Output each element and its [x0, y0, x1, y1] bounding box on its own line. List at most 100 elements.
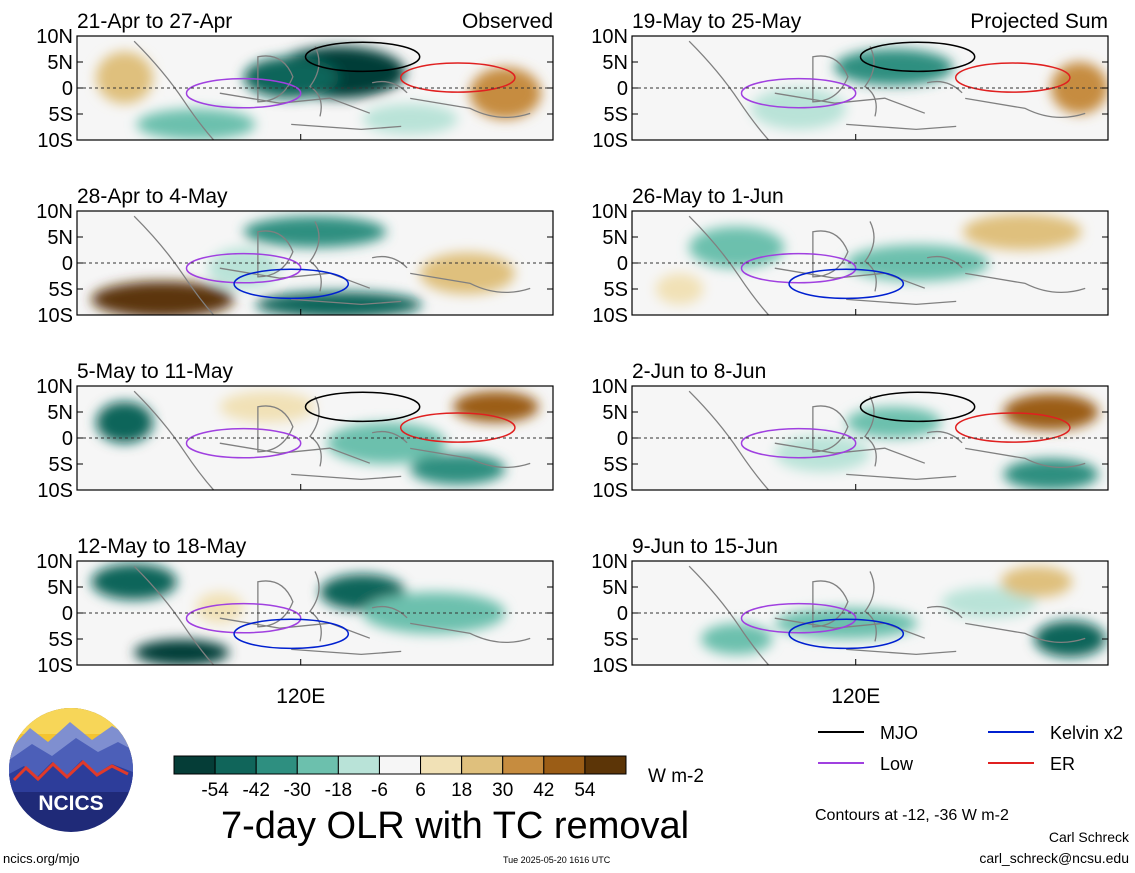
y-tick-label: 10S [592, 130, 628, 152]
y-tick-label: 5N [47, 52, 73, 74]
panel-period: 9-Jun to 15-Jun [632, 535, 778, 558]
contour-line [788, 268, 905, 300]
olr-anomaly-area [655, 273, 704, 305]
colorbar: -54 -42 -30 -18 -6 6 18 30 42 54 [173, 755, 627, 801]
olr-anomaly-area [962, 213, 1082, 250]
colorbar-units: W m-2 [648, 766, 704, 787]
olr-anomaly-area [134, 639, 230, 665]
y-tick-label: 10S [592, 655, 628, 677]
olr-anomaly-area [91, 563, 177, 600]
olr-anomaly-area [96, 51, 154, 104]
coastline [133, 565, 531, 665]
contour-line [399, 412, 516, 443]
y-tick-label: 10N [591, 376, 628, 398]
y-tick-label: 10N [591, 201, 628, 223]
y-tick-label: 10S [37, 480, 73, 502]
olr-anomaly-area [362, 103, 458, 135]
legend-label: Kelvin x2 [1050, 723, 1123, 743]
olr-anomaly-area [196, 592, 244, 624]
olr-anomaly-area [834, 48, 954, 86]
y-tick-label: 10N [591, 551, 628, 573]
colorbar-swatch [337, 755, 380, 775]
colorbar-swatch [420, 755, 463, 775]
olr-anomaly-area [410, 453, 506, 485]
panel-period: 26-May to 1-Jun [632, 185, 784, 208]
colorbar-label: 30 [492, 780, 513, 801]
olr-anomaly-area [941, 587, 1037, 619]
y-tick-label: 5N [47, 577, 73, 599]
contour-line [740, 602, 857, 634]
olr-anomaly-area [219, 391, 315, 423]
y-tick-label: 0 [62, 78, 73, 100]
colorbar-label: -54 [201, 780, 229, 801]
coastline [133, 390, 531, 490]
footer-url[interactable]: ncics.org/mjo [3, 851, 80, 866]
y-tick-label: 5S [49, 104, 73, 126]
olr-anomaly-area [326, 422, 446, 465]
y-tick-label: 0 [62, 428, 73, 450]
panel-period: 2-Jun to 8-Jun [632, 360, 766, 383]
contour-line [859, 391, 976, 423]
olr-anomaly-area [1003, 393, 1099, 431]
olr-anomaly-area [774, 607, 918, 640]
y-tick-label: 5N [47, 227, 73, 249]
map-panel [631, 210, 1109, 316]
colorbar-swatch [543, 755, 586, 775]
contour-line [304, 391, 421, 423]
colorbar-label: 54 [574, 780, 596, 801]
contour-line [185, 427, 302, 459]
footer-email[interactable]: carl_schreck@ncsu.edu [979, 850, 1129, 866]
coastline [133, 40, 531, 140]
column-label: Projected Sum [970, 10, 1108, 33]
y-tick-label: 10S [592, 305, 628, 327]
logo-text: NCICS [38, 792, 103, 815]
legend-label: Low [880, 754, 914, 774]
y-tick-label: 10S [37, 130, 73, 152]
olr-anomaly-area [91, 281, 235, 315]
contour-line [859, 41, 976, 73]
colorbar-swatch [173, 755, 216, 775]
coastline [133, 215, 531, 315]
footer-timestamp: Tue 2025-05-20 1616 UTC [503, 855, 611, 865]
contour-line [185, 602, 302, 634]
y-tick-label: 5N [47, 402, 73, 424]
x-tick-label: 120E [276, 685, 325, 708]
y-tick-label: 10N [36, 201, 73, 223]
contour-line [399, 62, 516, 93]
colorbar-label: -42 [242, 780, 269, 801]
y-tick-label: 5N [602, 227, 628, 249]
y-tick-label: 10N [591, 26, 628, 48]
y-tick-label: 5S [49, 629, 73, 651]
y-tick-label: 10N [36, 551, 73, 573]
coastline [688, 390, 1086, 490]
olr-anomaly-area [1000, 566, 1073, 598]
olr-anomaly-area [136, 108, 256, 140]
olr-anomaly-area [453, 391, 539, 423]
olr-anomaly-area [701, 623, 773, 655]
axes-labels: 10N 5N 0 5S 10S 21-Apr to 27-Apr Observed 10N 5N… [36, 10, 1108, 708]
contour-note: Contours at -12, -36 W m-2 [815, 807, 1009, 824]
contour-line [954, 412, 1071, 443]
contour-line [740, 427, 857, 459]
y-tick-label: 10S [37, 655, 73, 677]
ncics-logo: NCICS [9, 708, 133, 832]
y-tick-label: 0 [617, 253, 628, 275]
legend-label: MJO [880, 723, 918, 743]
y-tick-label: 5S [604, 279, 628, 301]
olr-anomaly-area [255, 291, 423, 315]
olr-anomaly-area [689, 226, 785, 269]
y-tick-label: 5S [49, 454, 73, 476]
y-tick-label: 5S [604, 104, 628, 126]
colorbar-label: -6 [371, 780, 388, 801]
colorbar-label: 42 [533, 780, 554, 801]
panel-period: 21-Apr to 27-Apr [77, 10, 232, 33]
y-tick-label: 0 [62, 603, 73, 625]
y-tick-label: 0 [617, 78, 628, 100]
column-label: Observed [462, 10, 553, 33]
colorbar-swatch [214, 755, 257, 775]
olr-anomaly-area [469, 67, 542, 120]
y-tick-label: 10N [36, 26, 73, 48]
colorbar-swatch [255, 755, 298, 775]
colorbar-swatch [461, 755, 504, 775]
